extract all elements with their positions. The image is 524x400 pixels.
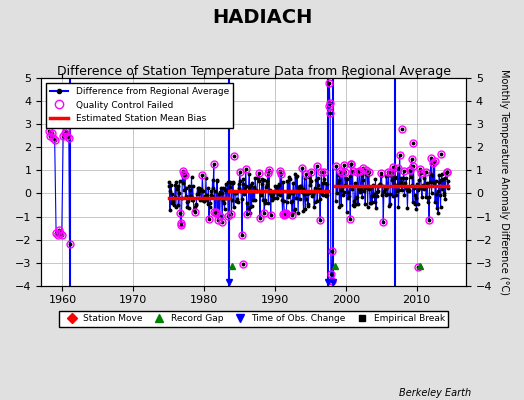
- Legend: Station Move, Record Gap, Time of Obs. Change, Empirical Break: Station Move, Record Gap, Time of Obs. C…: [59, 311, 449, 327]
- Y-axis label: Monthly Temperature Anomaly Difference (°C): Monthly Temperature Anomaly Difference (…: [499, 69, 509, 295]
- Text: HADIACH: HADIACH: [212, 8, 312, 27]
- Title: Difference of Station Temperature Data from Regional Average: Difference of Station Temperature Data f…: [57, 65, 451, 78]
- Text: Berkeley Earth: Berkeley Earth: [399, 388, 472, 398]
